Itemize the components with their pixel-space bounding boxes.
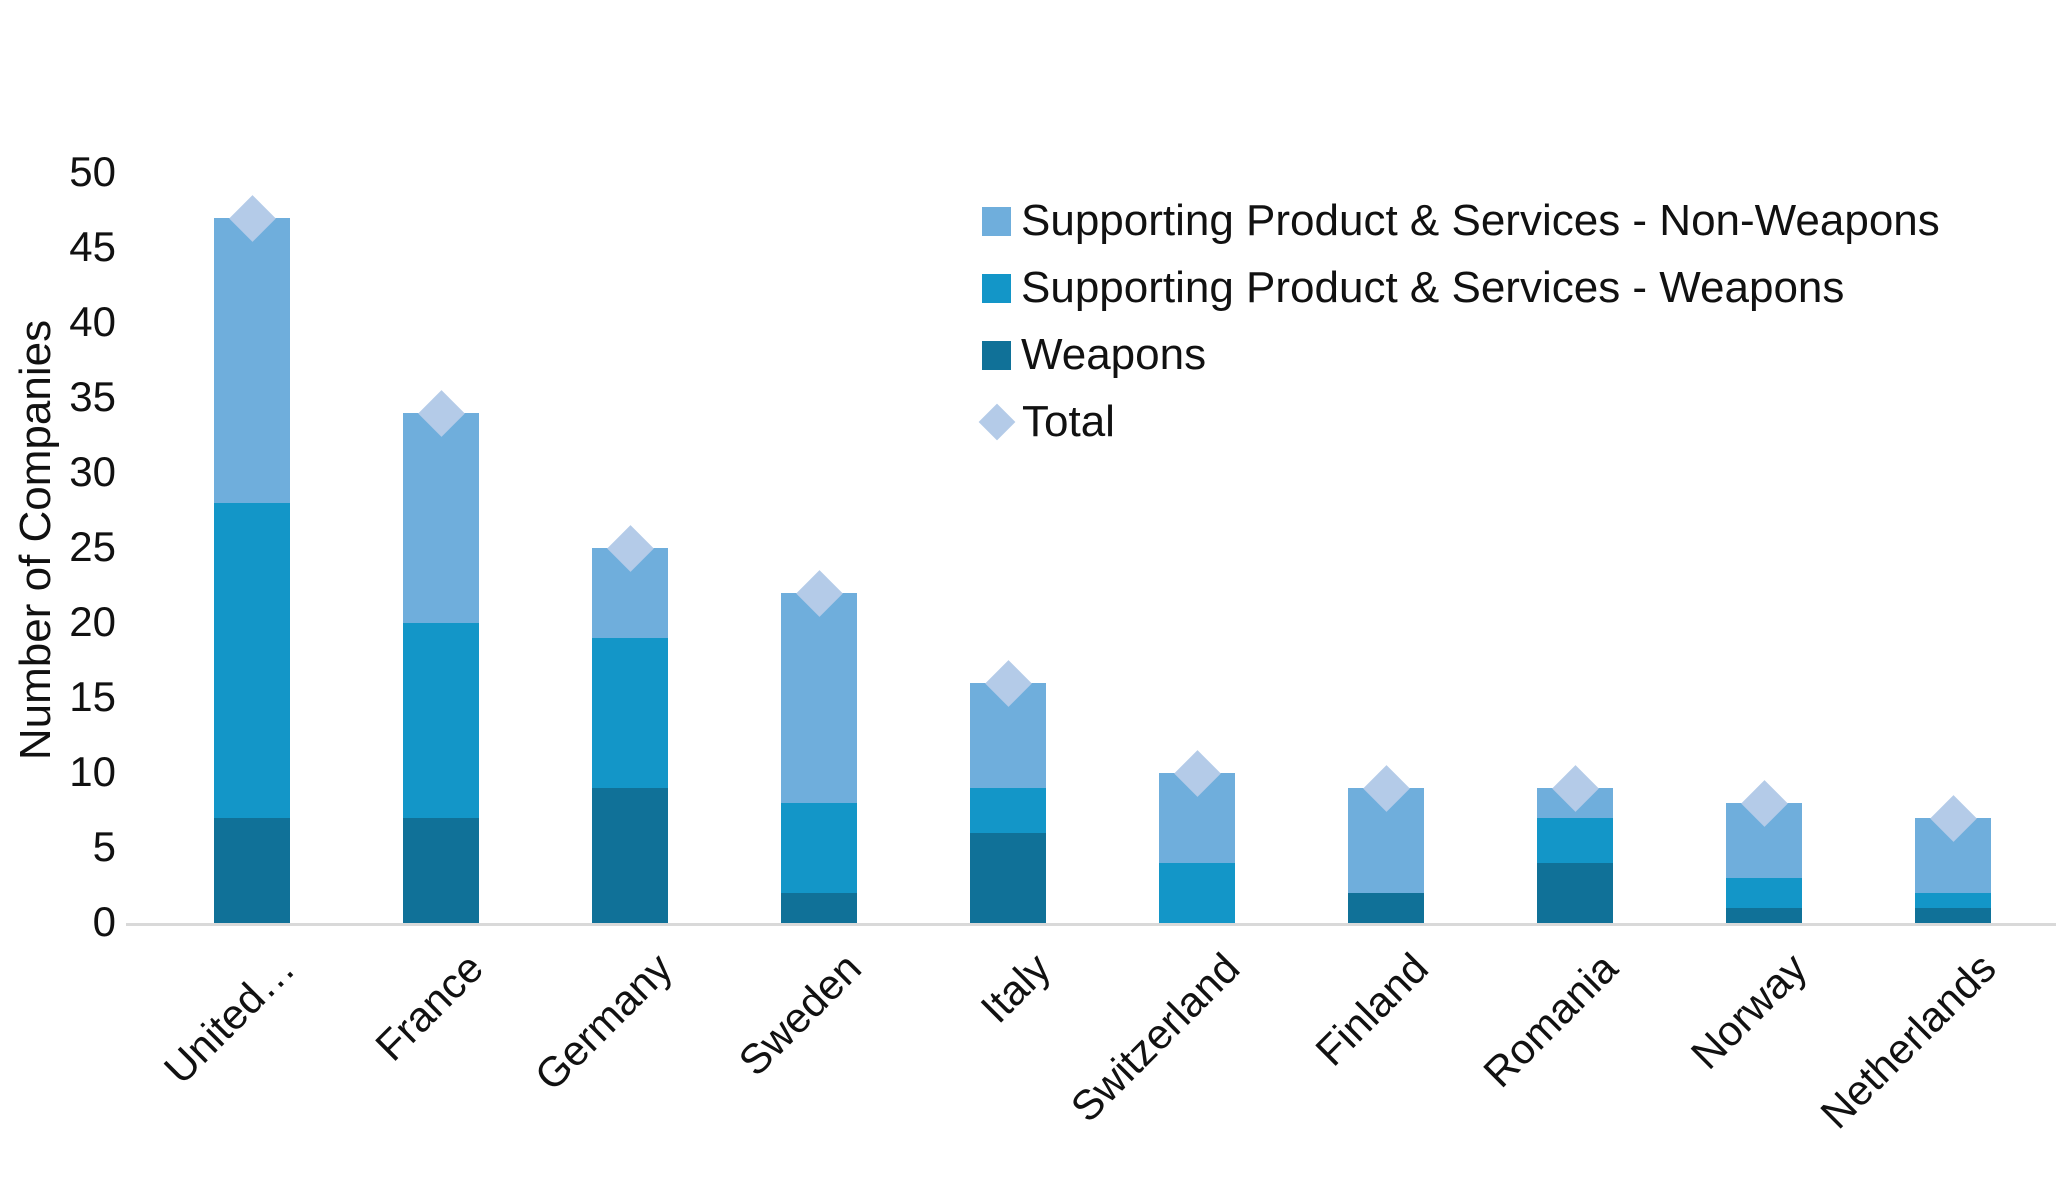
legend-item: Weapons	[982, 330, 1940, 380]
legend-item: Total	[978, 397, 1940, 447]
y-tick-label: 50	[69, 148, 116, 195]
bar-segment	[403, 413, 479, 623]
legend-label: Supporting Product & Services - Non-Weap…	[1021, 196, 1940, 245]
bar-segment	[1537, 818, 1613, 863]
y-tick-label: 40	[69, 298, 116, 345]
x-category-label: Germany	[525, 944, 682, 1100]
y-tick-label: 45	[69, 223, 116, 270]
bar-segment	[1915, 893, 1991, 908]
bar-segment	[781, 893, 857, 923]
x-category-label: Romania	[1474, 944, 1627, 1097]
x-category-label: Switzerland	[1061, 944, 1249, 1131]
bar-segment	[970, 833, 1046, 923]
bar-segment	[403, 623, 479, 818]
legend-item: Supporting Product & Services - Non-Weap…	[982, 196, 1940, 246]
x-category-label: Netherlands	[1810, 944, 2005, 1138]
legend-square-icon	[982, 340, 1011, 370]
bar-segment	[1726, 908, 1802, 923]
legend-diamond-icon	[978, 403, 1016, 441]
y-tick-label: 10	[69, 748, 116, 795]
bar-segment	[592, 788, 668, 923]
legend-label: Weapons	[1021, 330, 1207, 379]
y-axis-title: Number of Companies	[11, 319, 60, 761]
y-tick-label: 35	[69, 373, 116, 420]
x-category-label: Norway	[1681, 944, 1816, 1078]
bar-segment	[1159, 863, 1235, 923]
bar-segment	[1915, 908, 1991, 923]
legend-label: Total	[1022, 397, 1115, 446]
x-category-label: Italy	[971, 944, 1060, 1032]
y-tick-label: 5	[92, 823, 116, 870]
bar-segment	[214, 218, 290, 503]
x-category-label: Finland	[1306, 944, 1438, 1075]
legend-label: Supporting Product & Services - Weapons	[1021, 263, 1845, 312]
bar-segment	[1537, 863, 1613, 923]
bar-segment	[214, 503, 290, 818]
y-tick-label: 25	[69, 523, 116, 570]
bar-segment	[781, 593, 857, 803]
legend-square-icon	[982, 273, 1011, 303]
x-category-label: United…	[154, 944, 304, 1093]
bar-segment	[1348, 893, 1424, 923]
bar-segment	[970, 788, 1046, 833]
legend-square-icon	[982, 206, 1011, 236]
y-tick-label: 20	[69, 598, 116, 645]
y-tick-label: 30	[69, 448, 116, 495]
bar-segment	[781, 803, 857, 893]
bar-segment	[592, 638, 668, 788]
bar-segment	[214, 818, 290, 923]
x-category-label: Sweden	[729, 944, 871, 1085]
bar-segment	[1726, 878, 1802, 908]
bar-segment	[403, 818, 479, 923]
y-tick-label: 15	[69, 673, 116, 720]
x-axis-line	[126, 923, 2056, 926]
y-tick-label: 0	[92, 898, 116, 945]
legend-item: Supporting Product & Services - Weapons	[982, 263, 1940, 313]
legend: Supporting Product & Services - Non-Weap…	[978, 196, 1940, 447]
x-category-label: France	[366, 944, 493, 1070]
